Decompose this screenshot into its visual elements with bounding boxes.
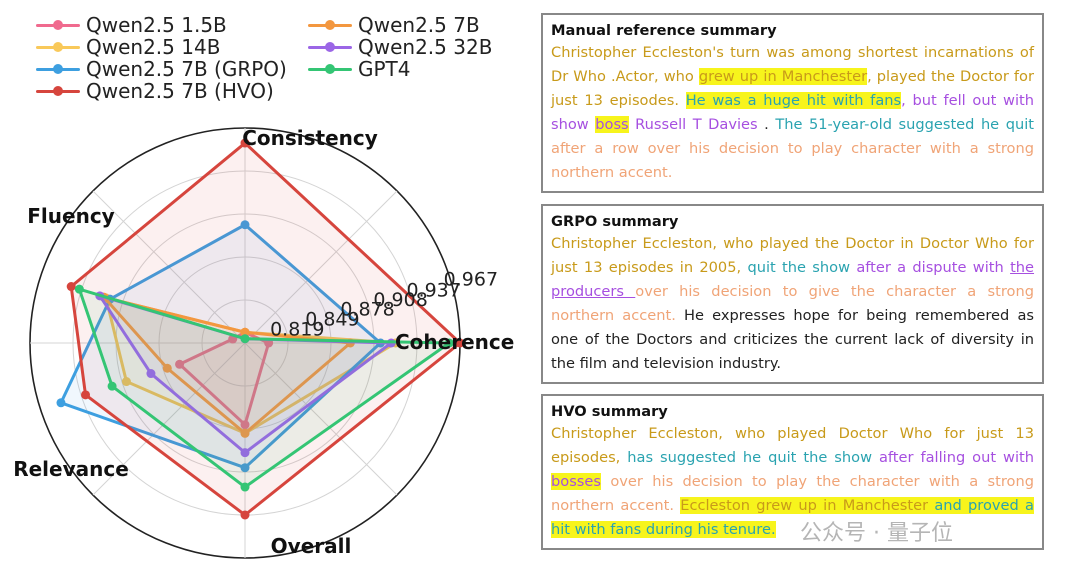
- summary-segment: He was a huge hit with fans: [685, 92, 902, 109]
- summary-segment: .: [757, 116, 776, 133]
- radar-axis-labels: Coherence Consistency Fluency Relevance Over…: [13, 126, 514, 558]
- summary-segment: Russell T Davies: [628, 116, 758, 133]
- radar-point: [240, 327, 250, 337]
- radar-spoke: [92, 342, 246, 496]
- summary-segment: over his decision to play the character …: [551, 473, 1034, 514]
- radar-point: [175, 359, 185, 369]
- radar-tick-label: 0.819: [270, 319, 324, 341]
- radar-point: [74, 284, 84, 294]
- summary-segment: Eccleston grew up in Manchester: [680, 497, 929, 514]
- summary-segment: Christopher Eccleston, who played Doctor…: [551, 425, 1034, 466]
- legend-label: Qwen2.5 32B: [358, 35, 493, 59]
- legend-swatch: [36, 62, 80, 76]
- radar-axis-label-coherence: Coherence: [395, 330, 514, 354]
- radar-spoke: [244, 190, 398, 344]
- legend-item: Qwen2.5 7B (HVO): [36, 79, 308, 103]
- summary-segment: the producers: [551, 259, 1035, 300]
- radar-spoke: [244, 342, 398, 496]
- legend-item: Qwen2.5 32B: [308, 35, 508, 59]
- summary-segment: has suggested he quit the show: [627, 449, 879, 466]
- summary-body: Christopher Eccleston, who played the Do…: [551, 232, 1034, 376]
- radar-point: [162, 363, 172, 373]
- radar-tick-label: 0.937: [406, 279, 460, 301]
- summary-segment: Christopher Eccleston's turn was among s…: [551, 44, 1034, 85]
- summary-segment: bosses: [551, 473, 601, 490]
- radar-point: [240, 510, 250, 520]
- radar-point: [240, 220, 250, 230]
- radar-point: [66, 282, 76, 292]
- legend-label: Qwen2.5 7B: [358, 13, 480, 37]
- summary-title: HVO summary: [551, 403, 668, 420]
- radar-chart: Coherence Consistency Fluency Relevance Over…: [13, 126, 514, 559]
- radar-series-qwen2-5-7b-hvo: [69, 141, 462, 517]
- summary-body: Christopher Eccleston, who played Doctor…: [551, 422, 1034, 542]
- radar-point: [455, 338, 465, 348]
- watermark: 公众号 · 量子位: [800, 521, 953, 546]
- radar-point: [146, 369, 156, 379]
- radar-tick-label: 0.908: [373, 289, 427, 311]
- radar-point: [240, 448, 250, 458]
- radar-point: [121, 377, 131, 387]
- summary-segment: after falling out with: [878, 449, 1035, 466]
- radar-tick-label: 0.967: [444, 269, 498, 291]
- radar-axis-label-consistency: Consistency: [242, 126, 378, 150]
- summary-body: Christopher Eccleston's turn was among s…: [551, 41, 1034, 185]
- radar-point: [240, 420, 250, 430]
- legend-swatch: [36, 84, 80, 98]
- radar-point: [107, 381, 117, 391]
- legend-item: Qwen2.5 7B (GRPO): [36, 57, 308, 81]
- legend-swatch: [308, 62, 352, 76]
- summary-segment: , played the Doctor for just 13 episodes…: [551, 68, 1034, 109]
- radar-point: [240, 138, 250, 148]
- summary-title: Manual reference summary: [551, 22, 777, 39]
- manual-summary-box: Manual reference summary Christopher Ecc…: [541, 13, 1044, 193]
- legend-label: Qwen2.5 14B: [86, 35, 221, 59]
- radar-point: [56, 398, 66, 408]
- legend-swatch: [308, 18, 352, 32]
- summary-segment: quit the show: [747, 259, 857, 276]
- summary-segment: after a dispute with: [856, 259, 1011, 276]
- radar-point: [81, 390, 91, 400]
- legend-swatch: [308, 40, 352, 54]
- radar-point: [240, 334, 250, 344]
- radar-point: [240, 463, 250, 473]
- radar-point: [240, 428, 250, 438]
- legend-label: GPT4: [358, 57, 411, 81]
- legend-swatch: [36, 18, 80, 32]
- legend-item: Qwen2.5 14B: [36, 35, 308, 59]
- legend-label: Qwen2.5 7B (HVO): [86, 79, 274, 103]
- legend-swatch: [36, 40, 80, 54]
- summary-segment: over his decision to give the character …: [551, 283, 1034, 324]
- summary-segment: grew up in Manchester: [698, 68, 868, 85]
- summary-title: GRPO summary: [551, 213, 679, 230]
- radar-axis-label-relevance: Relevance: [13, 457, 129, 481]
- radar-axis-label-overall: Overall: [271, 534, 352, 558]
- legend-label: Qwen2.5 7B (GRPO): [86, 57, 287, 81]
- summary-segment: The 51-year-old suggested he quit: [775, 116, 1034, 133]
- radar-tick-label: 0.878: [340, 298, 394, 320]
- summary-segment: Christopher Eccleston, who played the Do…: [551, 235, 1034, 276]
- radar-tick-label: 0.849: [305, 308, 359, 330]
- summary-segment: boss: [595, 116, 629, 133]
- summary-segment: , but fell out with show: [551, 92, 1034, 133]
- radar-series-qwen2-5-7b: [102, 295, 352, 435]
- radar-point: [444, 338, 454, 348]
- legend-item: GPT4: [308, 57, 508, 81]
- radar-series-gpt4: [77, 287, 451, 489]
- radar-axis-label-fluency: Fluency: [27, 204, 114, 228]
- summary-segment: after a row over his decision to play ch…: [551, 140, 1034, 181]
- legend-label: Qwen2.5 1.5B: [86, 13, 227, 37]
- legend-item: Qwen2.5 1.5B: [36, 13, 308, 37]
- radar-series-group: [56, 138, 465, 520]
- hvo-summary-box: HVO summary Christopher Eccleston, who p…: [541, 394, 1044, 550]
- chart-legend: Qwen2.5 1.5B Qwen2.5 7B Qwen2.5 14B Qwen2.5…: [36, 13, 508, 103]
- grpo-summary-box: GRPO summary Christopher Eccleston, who …: [541, 204, 1044, 384]
- radar-point: [240, 482, 250, 492]
- legend-item: Qwen2.5 7B: [308, 13, 508, 37]
- summary-segment: He expresses hope for being remembered a…: [551, 307, 1034, 372]
